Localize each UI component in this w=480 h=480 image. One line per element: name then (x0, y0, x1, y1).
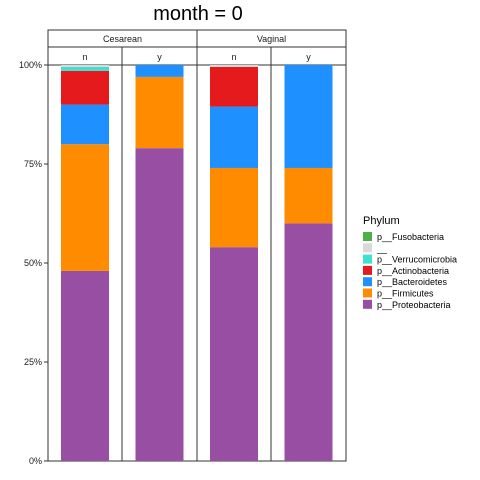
bar-segment-pverrucomicrobia-1 (61, 66, 109, 71)
bar-segment-pactinobacteria-3 (210, 66, 258, 107)
bar-segment-pproteobacteria-2 (135, 148, 184, 461)
bar-segment-pfirmicutes-3 (210, 167, 258, 248)
bar-segment-pbacteroidetes-3 (210, 106, 258, 168)
bar-segment--1 (61, 65, 109, 67)
legend-label: p__Firmicutes (377, 289, 434, 299)
legend-label: p__Bacteroidetes (377, 277, 448, 287)
legend-swatch (363, 254, 372, 264)
bar-segment-pproteobacteria-1 (61, 270, 109, 461)
top-strip-label-vaginal: Vaginal (257, 34, 286, 44)
legend-label: p__Proteobacteria (377, 300, 451, 310)
y-tick-label: 25% (24, 357, 42, 367)
bar-segment-pbacteroidetes-1 (61, 104, 109, 145)
bar-segment-pbacteroidetes-2 (135, 65, 184, 77)
y-tick-label: 0% (29, 456, 42, 466)
legend-swatch (363, 277, 372, 287)
legend-label: p__Verrucomicrobia (377, 255, 457, 265)
legend-swatch (363, 243, 372, 253)
y-tick-label: 75% (24, 159, 42, 169)
y-tick-label: 100% (19, 60, 42, 70)
bar-segment-pfirmicutes-4 (284, 167, 333, 224)
chart-title: month = 0 (153, 3, 243, 25)
bar-segment-pproteobacteria-4 (284, 223, 333, 461)
y-tick-label: 50% (24, 258, 42, 268)
bar-segment-pproteobacteria-3 (210, 247, 258, 461)
sub-strip-label-2: y (157, 52, 162, 62)
bar-segment--3 (210, 65, 258, 67)
legend-swatch (363, 288, 372, 298)
sub-strip-label-1: n (82, 52, 87, 62)
bar-segment-pfirmicutes-2 (135, 76, 184, 149)
legend-title: Phylum (363, 215, 400, 227)
sub-strip-label-3: n (231, 52, 236, 62)
legend-label: p__Actinobacteria (377, 266, 449, 276)
legend-label: __ (376, 243, 388, 253)
bar-segment-pfirmicutes-1 (61, 144, 109, 271)
legend-swatch (363, 299, 372, 309)
legend-swatch (363, 232, 372, 241)
bar-segment-pactinobacteria-1 (61, 70, 109, 105)
top-strip-label-cesarean: Cesarean (103, 34, 142, 44)
bar-segment-pbacteroidetes-4 (284, 65, 333, 168)
legend-label: p__Fusobacteria (377, 232, 444, 242)
sub-strip-label-4: y (306, 52, 311, 62)
legend-swatch (363, 265, 372, 275)
